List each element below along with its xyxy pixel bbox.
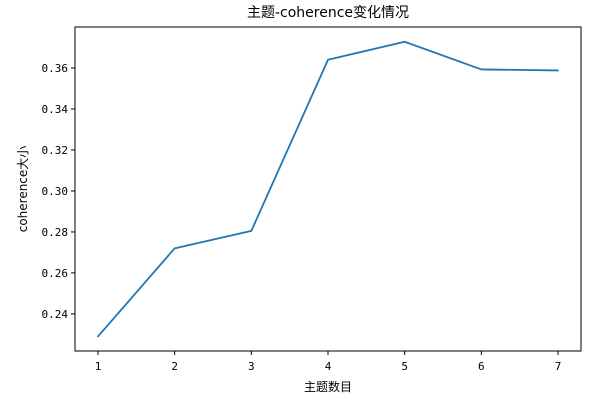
plot-frame [74, 26, 582, 352]
x-tick-label: 7 [555, 360, 562, 373]
x-tick-label: 6 [478, 360, 485, 373]
x-tick-label: 1 [95, 360, 102, 373]
y-tick-label: 0.34 [42, 103, 69, 116]
x-axis: 1 2 3 4 5 6 7 [95, 351, 562, 373]
x-tick-label: 3 [248, 360, 255, 373]
y-tick-label: 0.36 [42, 62, 69, 75]
y-tick-label: 0.32 [42, 144, 69, 157]
y-tick-label: 0.24 [42, 308, 69, 321]
y-tick-label: 0.28 [42, 226, 69, 239]
x-axis-label: 主题数目 [304, 379, 352, 394]
y-axis-label: coherence大小 [16, 146, 30, 233]
series-line [97, 40, 559, 338]
y-tick-label: 0.30 [42, 185, 69, 198]
x-tick-label: 5 [401, 360, 408, 373]
y-tick-label: 0.26 [42, 267, 69, 280]
chart-title: 主题-coherence变化情况 [247, 5, 409, 21]
x-tick-label: 4 [325, 360, 332, 373]
y-axis: 0.24 0.26 0.28 0.30 0.32 0.34 0.36 [42, 62, 75, 321]
x-tick-label: 2 [171, 360, 178, 373]
